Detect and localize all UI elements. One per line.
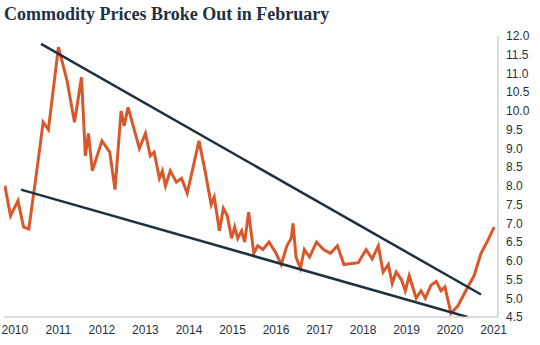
svg-text:11.0: 11.0	[506, 67, 529, 81]
svg-text:2017: 2017	[306, 323, 333, 337]
svg-text:2012: 2012	[89, 323, 116, 337]
svg-text:2010: 2010	[8, 323, 29, 337]
svg-text:7.5: 7.5	[506, 198, 523, 212]
svg-text:10.0: 10.0	[506, 104, 530, 118]
svg-text:12.0: 12.0	[506, 30, 530, 43]
svg-text:2014: 2014	[176, 323, 203, 337]
svg-text:2015: 2015	[219, 323, 246, 337]
svg-text:8.5: 8.5	[506, 160, 523, 174]
svg-text:6.5: 6.5	[506, 235, 523, 249]
svg-text:10.5: 10.5	[506, 85, 530, 99]
svg-text:2019: 2019	[393, 323, 420, 337]
svg-text:2018: 2018	[350, 323, 377, 337]
html-text:Commodity Prices Broke Out in: Commodity Prices Broke Out in February	[4, 4, 330, 24]
svg-text:9.5: 9.5	[506, 123, 523, 137]
svg-text:9.0: 9.0	[506, 142, 523, 156]
svg-text:2020: 2020	[437, 323, 464, 337]
svg-text:7.0: 7.0	[506, 217, 523, 231]
svg-text:4.5: 4.5	[506, 310, 523, 324]
svg-text:2016: 2016	[263, 323, 290, 337]
svg-text:2011: 2011	[45, 323, 71, 337]
svg-text:8.0: 8.0	[506, 179, 523, 193]
svg-text:2013: 2013	[132, 323, 159, 337]
svg-text:11.5: 11.5	[506, 48, 529, 62]
svg-text:2021: 2021	[480, 323, 507, 337]
svg-text:5.5: 5.5	[506, 273, 523, 287]
svg-text:6.0: 6.0	[506, 254, 523, 268]
svg-text:5.0: 5.0	[506, 292, 523, 306]
